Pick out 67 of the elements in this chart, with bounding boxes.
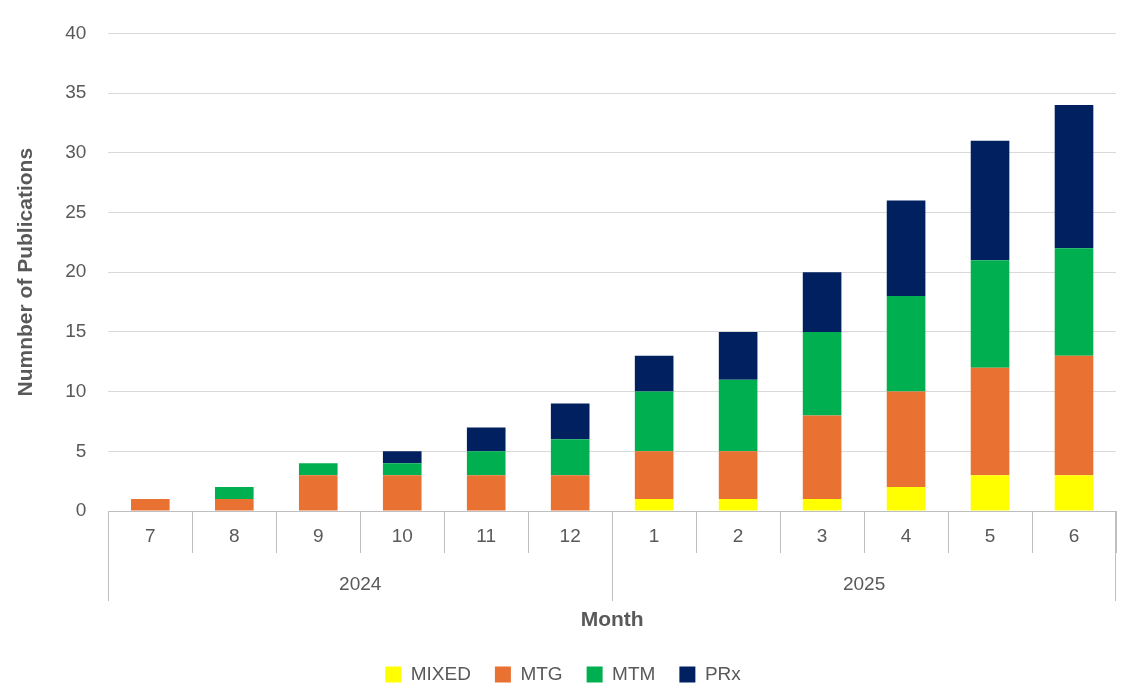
bar: [886, 487, 926, 511]
bar: [802, 499, 842, 511]
bar: [970, 367, 1010, 476]
text: 2024: [339, 573, 382, 595]
x-tick-label: 2: [732, 524, 744, 546]
bar: [466, 475, 506, 511]
x-tick-label: 7: [145, 524, 156, 546]
bar: [634, 391, 674, 452]
bar: [886, 391, 926, 488]
bar: [1054, 475, 1094, 511]
bar: [718, 331, 758, 380]
bar: [382, 451, 422, 464]
bar: [970, 260, 1010, 368]
y-tick-label: 10: [65, 379, 87, 401]
bar: [466, 427, 506, 452]
bar: [718, 499, 758, 511]
bar: [718, 379, 758, 452]
y-tick-label: 35: [65, 81, 87, 103]
legend-label: MIXED: [410, 662, 471, 684]
y-axis-title: Numnber of Publications: [13, 147, 37, 397]
bar: [886, 200, 926, 297]
x-axis-title: Month: [580, 607, 644, 631]
x-tick-label: 1: [648, 524, 660, 546]
bar: [970, 475, 1010, 511]
x-tick-label: 3: [816, 524, 828, 546]
bar: [634, 355, 674, 392]
bar: [298, 463, 338, 476]
legend-label: MTM: [612, 662, 656, 684]
bar: [802, 331, 842, 416]
bar: [550, 475, 590, 511]
bar: [802, 415, 842, 500]
x-tick-label: 5: [984, 524, 996, 546]
y-tick-label: 0: [75, 499, 87, 521]
bar: [214, 487, 254, 500]
legend-label: MTG: [520, 662, 563, 684]
x-tick-label: 10: [391, 524, 413, 546]
bar: [802, 272, 842, 332]
bar: [634, 451, 674, 500]
x-tick-label: 9: [312, 524, 324, 546]
text: 2025: [842, 573, 886, 595]
bar: [634, 499, 674, 511]
bar: [1054, 355, 1094, 476]
bar: [466, 451, 506, 476]
x-tick-label: 11: [476, 524, 497, 546]
bar: [550, 439, 590, 476]
bar: [298, 475, 338, 511]
y-tick-label: 40: [65, 21, 87, 43]
bar: [214, 499, 254, 511]
y-tick-label: 30: [65, 141, 87, 163]
bar: [886, 296, 926, 392]
y-tick-label: 25: [65, 200, 87, 222]
y-tick-label: 5: [75, 439, 87, 461]
bar: [718, 451, 758, 500]
bar: [382, 463, 422, 476]
bar: [970, 140, 1010, 261]
bar: [382, 475, 422, 511]
bar: [550, 403, 590, 440]
bar: [1054, 105, 1094, 249]
bar: [131, 499, 170, 511]
bar: [1054, 248, 1094, 356]
x-tick-label: 6: [1068, 524, 1080, 546]
legend-label: PRx: [704, 662, 742, 684]
x-tick-label: 4: [900, 524, 912, 546]
y-tick-label: 15: [65, 320, 87, 342]
x-tick-label: 12: [559, 524, 581, 546]
x-tick-label: 8: [229, 524, 240, 546]
y-tick-label: 20: [65, 260, 87, 282]
